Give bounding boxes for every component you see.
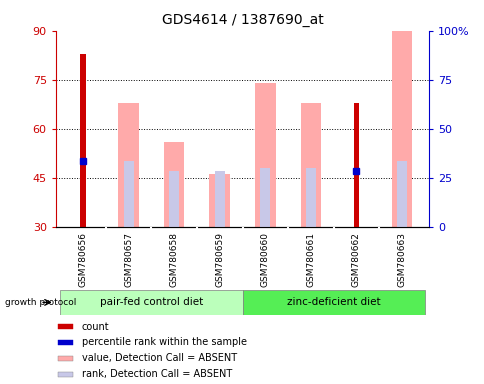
Bar <box>242 290 424 315</box>
Text: GSM780658: GSM780658 <box>169 232 178 286</box>
Bar <box>260 168 270 227</box>
Text: GSM780662: GSM780662 <box>351 232 360 286</box>
Text: rank, Detection Call = ABSENT: rank, Detection Call = ABSENT <box>82 369 232 379</box>
Text: zinc-deficient diet: zinc-deficient diet <box>286 297 379 308</box>
Bar <box>164 142 184 227</box>
Bar <box>353 103 358 227</box>
Bar <box>255 83 275 227</box>
Text: GSM780657: GSM780657 <box>124 232 133 286</box>
Bar <box>169 171 179 227</box>
Bar <box>123 161 134 227</box>
Bar <box>58 356 73 361</box>
Bar <box>118 103 138 227</box>
Bar <box>58 324 73 329</box>
Text: GSM780663: GSM780663 <box>396 232 406 286</box>
Text: count: count <box>82 322 109 332</box>
Bar <box>305 168 315 227</box>
Text: percentile rank within the sample: percentile rank within the sample <box>82 338 246 348</box>
Bar <box>58 372 73 377</box>
Text: value, Detection Call = ABSENT: value, Detection Call = ABSENT <box>82 353 237 363</box>
Bar <box>396 161 406 227</box>
Text: pair-fed control diet: pair-fed control diet <box>100 297 203 308</box>
Bar <box>80 54 86 227</box>
Bar <box>300 103 320 227</box>
Text: growth protocol: growth protocol <box>5 298 76 307</box>
Bar <box>209 174 229 227</box>
Text: GSM780656: GSM780656 <box>78 232 88 286</box>
Bar <box>391 31 411 227</box>
Text: GSM780661: GSM780661 <box>306 232 315 286</box>
Bar <box>60 290 242 315</box>
Text: GSM780660: GSM780660 <box>260 232 269 286</box>
Bar <box>214 171 224 227</box>
Bar <box>58 340 73 345</box>
Title: GDS4614 / 1387690_at: GDS4614 / 1387690_at <box>161 13 323 27</box>
Text: GSM780659: GSM780659 <box>215 232 224 286</box>
